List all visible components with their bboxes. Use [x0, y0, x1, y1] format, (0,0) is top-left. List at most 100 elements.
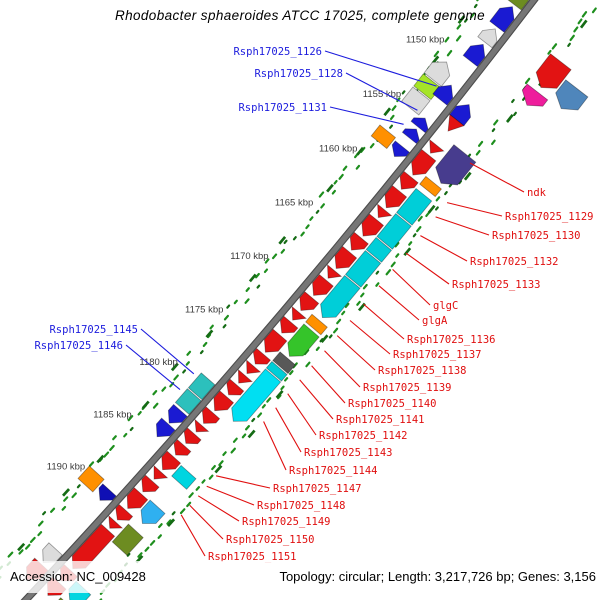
feature-dot	[254, 272, 260, 279]
gene-label[interactable]: Rsph17025_1138	[378, 365, 467, 377]
gene-arrow[interactable]	[141, 474, 160, 493]
gene-label[interactable]: ndk	[527, 187, 547, 199]
gene-arrow[interactable]	[252, 347, 271, 365]
gene-label[interactable]: Rsph17025_1136	[407, 334, 496, 346]
gene-label[interactable]: Rsph17025_1149	[242, 516, 331, 528]
gene-arrow[interactable]	[365, 236, 393, 263]
gene-arrow[interactable]	[435, 144, 477, 186]
gene-arrow[interactable]	[161, 450, 182, 471]
gene-arrow[interactable]	[155, 417, 176, 438]
feature-dot	[513, 111, 517, 116]
gene-arrow[interactable]	[201, 406, 221, 424]
gene-arrow[interactable]	[187, 372, 216, 401]
gene-arrow[interactable]	[401, 86, 431, 116]
gene-arrow[interactable]	[213, 390, 235, 412]
gene-arrow[interactable]	[555, 79, 589, 111]
gene-arrow[interactable]	[126, 487, 149, 509]
gene-arrow[interactable]	[98, 483, 117, 501]
gene-arrow[interactable]	[535, 53, 572, 89]
gene-arrow[interactable]	[401, 128, 420, 145]
gene-arrow[interactable]	[447, 113, 465, 132]
gene-label[interactable]: Rsph17025_1129	[505, 211, 594, 223]
gene-label[interactable]: Rsph17025_1151	[208, 551, 297, 563]
gene-label[interactable]: Rsph17025_1148	[257, 500, 346, 512]
gene-label[interactable]: Rsph17025_1128	[254, 68, 343, 80]
gene-arrow[interactable]	[423, 61, 451, 87]
gene-label[interactable]: Rsph17025_1139	[363, 382, 452, 394]
gene-label[interactable]: Rsph17025_1140	[348, 398, 437, 410]
gene-arrow[interactable]	[272, 351, 296, 375]
gene-arrow[interactable]	[432, 84, 454, 106]
gene-arrow[interactable]	[115, 503, 134, 521]
gene-arrow[interactable]	[305, 313, 328, 336]
gene-arrow[interactable]	[140, 499, 166, 524]
gene-arrow[interactable]	[399, 170, 419, 190]
gene-arrow[interactable]	[462, 43, 486, 68]
gene-arrow[interactable]	[111, 523, 144, 556]
gene-label[interactable]: Rsph17025_1143	[304, 447, 393, 459]
feature-dot	[182, 369, 187, 374]
gene-arrow[interactable]	[376, 213, 412, 250]
gene-label[interactable]: Rsph17025_1131	[238, 102, 327, 114]
gene-arrow[interactable]	[377, 203, 393, 218]
gene-arrow[interactable]	[246, 359, 262, 374]
gene-arrow[interactable]	[344, 250, 382, 288]
gene-label[interactable]: Rsph17025_1137	[393, 349, 482, 361]
gene-arrow[interactable]	[291, 305, 307, 321]
gene-label[interactable]: glgC	[433, 300, 458, 312]
gene-label[interactable]: Rsph17025_1146	[34, 340, 123, 352]
gene-arrow[interactable]	[171, 464, 197, 490]
gene-arrow[interactable]	[411, 149, 437, 176]
gene-arrow[interactable]	[49, 597, 75, 600]
gene-arrow[interactable]	[287, 323, 320, 357]
gene-label[interactable]: Rsph17025_1142	[319, 430, 408, 442]
gene-arrow[interactable]	[410, 117, 429, 134]
gene-arrow[interactable]	[429, 138, 445, 154]
feature-dot	[309, 216, 314, 221]
gene-arrow[interactable]	[419, 175, 442, 198]
feature-dot	[435, 206, 439, 211]
gene-label[interactable]: glgA	[422, 315, 448, 327]
gene-arrow[interactable]	[361, 213, 385, 237]
gene-label[interactable]: Rsph17025_1141	[336, 414, 425, 426]
gene-arrow[interactable]	[327, 264, 343, 279]
gene-arrow[interactable]	[153, 464, 169, 480]
gene-arrow[interactable]	[173, 439, 192, 456]
gene-label[interactable]: Rsph17025_1145	[49, 324, 138, 336]
gene-arrow[interactable]	[391, 140, 410, 157]
gene-arrow[interactable]	[320, 274, 361, 319]
gene-arrow[interactable]	[507, 0, 529, 11]
gene-arrow[interactable]	[334, 245, 358, 269]
gene-arrow[interactable]	[226, 378, 245, 396]
feature-dash	[96, 454, 105, 464]
gene-arrow[interactable]	[231, 368, 282, 422]
gene-arrow[interactable]	[384, 185, 408, 209]
gene-arrow[interactable]	[312, 274, 334, 296]
gene-arrow[interactable]	[396, 187, 433, 226]
gene-arrow[interactable]	[521, 83, 549, 107]
gene-arrow[interactable]	[477, 28, 498, 49]
gene-arrow[interactable]	[167, 403, 188, 424]
gene-arrow[interactable]	[77, 465, 105, 493]
gene-label[interactable]: Rsph17025_1147	[273, 483, 362, 495]
gene-label[interactable]: Rsph17025_1132	[470, 256, 559, 268]
gene-label[interactable]: Rsph17025_1130	[492, 230, 581, 242]
gene-arrow[interactable]	[265, 360, 288, 382]
gene-arrow[interactable]	[370, 124, 397, 150]
gene-label[interactable]: Rsph17025_1150	[226, 534, 315, 546]
gene-label[interactable]: Rsph17025_1126	[233, 46, 322, 58]
gene-label[interactable]: Rsph17025_1144	[289, 465, 378, 477]
gene-arrow[interactable]	[263, 328, 288, 353]
feature-dot	[218, 460, 224, 467]
gene-arrow[interactable]	[237, 368, 253, 384]
gene-arrow[interactable]	[174, 388, 202, 415]
gene-arrow[interactable]	[349, 231, 369, 251]
backbone	[20, 0, 539, 600]
gene-arrow[interactable]	[183, 427, 202, 445]
gene-arrow[interactable]	[299, 291, 320, 311]
gene-label[interactable]: Rsph17025_1133	[452, 279, 541, 291]
gene-arrow[interactable]	[194, 418, 210, 433]
gene-arrow[interactable]	[279, 315, 299, 334]
gene-arrow[interactable]	[108, 514, 124, 529]
gene-arrow[interactable]	[489, 6, 515, 33]
